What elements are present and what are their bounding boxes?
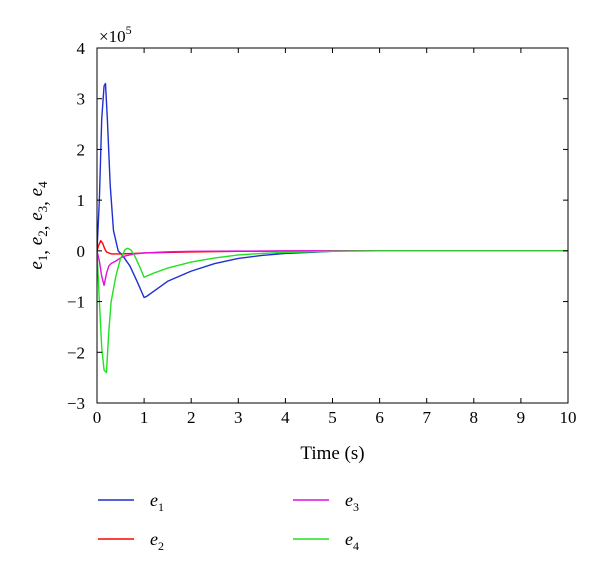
y-axis-label-part: e	[26, 188, 47, 196]
legend-item-e3: e3	[293, 490, 359, 514]
x-tick-label: 1	[140, 408, 149, 427]
series-lines	[97, 82, 568, 374]
y-tick-label: −1	[67, 293, 85, 312]
x-tick-label: 8	[470, 408, 479, 427]
legend-label-base: e	[345, 490, 353, 510]
x-tick-label: 0	[93, 408, 102, 427]
legend-item-e2: e2	[98, 529, 164, 553]
legend-label-subscript: 4	[353, 539, 359, 553]
legend-label: e1	[150, 490, 164, 514]
y-axis-label-comma: ,	[31, 221, 52, 231]
y-axis-label-subscript: 3	[35, 206, 50, 213]
legend-label-base: e	[150, 490, 158, 510]
y-tick-label: 1	[77, 191, 86, 210]
y-tick-label: 2	[77, 140, 86, 159]
x-tick-label: 2	[187, 408, 196, 427]
y-axis-label-comma: ,	[31, 196, 52, 206]
series-line-e4	[97, 247, 568, 374]
legend-item-e4: e4	[293, 529, 359, 553]
legend-label: e2	[150, 529, 164, 553]
y-tick-label: −2	[67, 343, 85, 362]
legend-label: e4	[345, 529, 359, 553]
y-axis-label-subscript: 4	[35, 181, 50, 188]
x-tick-label: 3	[234, 408, 243, 427]
x-tick-label: 6	[375, 408, 384, 427]
y-tick-label: −3	[67, 394, 85, 413]
legend-label-subscript: 2	[158, 539, 164, 553]
legend-label-base: e	[345, 529, 353, 549]
x-tick-label: 7	[422, 408, 431, 427]
y-tick-label: 4	[77, 39, 86, 58]
y-tick-label: 0	[77, 242, 86, 261]
y-multiplier-base: ×10	[99, 27, 126, 46]
legend-label-subscript: 1	[158, 500, 164, 514]
x-axis-label: Time (s)	[300, 443, 364, 464]
y-axis-label-part: e	[26, 261, 47, 269]
legend-item-e1: e1	[98, 490, 164, 514]
y-axis-label-comma: ,	[31, 245, 52, 255]
plot-area	[97, 82, 568, 374]
series-line-e1	[97, 82, 568, 299]
y-axis-label-subscript: 1	[35, 255, 50, 262]
legend-label-subscript: 3	[353, 500, 359, 514]
legend-label: e3	[345, 490, 359, 514]
y-axis-label-part: e	[26, 212, 47, 220]
y-multiplier: ×105	[99, 23, 132, 46]
x-tick-label: 10	[560, 408, 577, 427]
y-multiplier-exponent: 5	[126, 23, 132, 37]
legend-label-base: e	[150, 529, 158, 549]
x-tick-label: 5	[328, 408, 337, 427]
y-axis-label: e1, e2, e3, e4	[26, 181, 52, 270]
plot-frame	[96, 47, 569, 404]
x-tick-label: 9	[517, 408, 526, 427]
y-tick-label: 3	[77, 90, 86, 109]
y-axis-label-part: e	[26, 237, 47, 245]
x-tick-label: 4	[281, 408, 290, 427]
y-axis-label-subscript: 2	[35, 230, 50, 237]
